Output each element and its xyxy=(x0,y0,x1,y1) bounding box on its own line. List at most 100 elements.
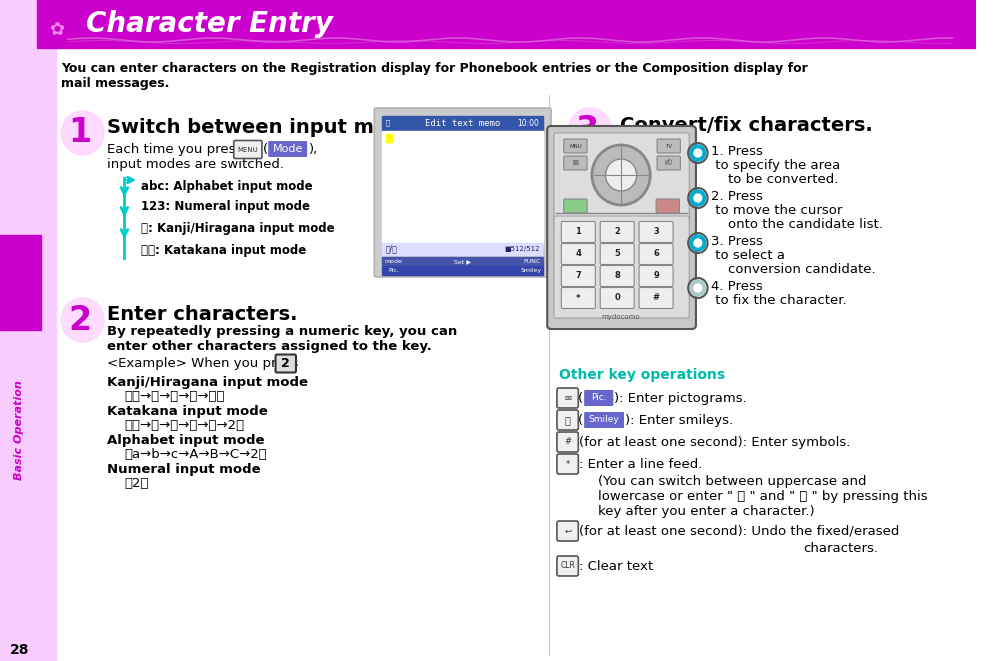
Text: Smiley: Smiley xyxy=(588,416,619,424)
FancyBboxPatch shape xyxy=(639,243,672,264)
Text: ✿: ✿ xyxy=(49,21,64,39)
Text: enter other characters assigned to the key.: enter other characters assigned to the k… xyxy=(106,340,431,353)
Text: Edit text memo: Edit text memo xyxy=(424,118,499,128)
FancyBboxPatch shape xyxy=(557,556,578,576)
Bar xyxy=(385,134,391,142)
Text: Numeral input mode: Numeral input mode xyxy=(106,463,261,476)
FancyBboxPatch shape xyxy=(561,266,595,286)
Bar xyxy=(381,243,543,256)
Text: 1. Press: 1. Press xyxy=(711,145,767,158)
Text: ↩: ↩ xyxy=(564,527,571,535)
Text: mail messages.: mail messages. xyxy=(61,77,170,90)
Text: (for at least one second): Undo the fixed/erased: (for at least one second): Undo the fixe… xyxy=(579,525,899,538)
FancyBboxPatch shape xyxy=(655,199,679,213)
FancyBboxPatch shape xyxy=(275,354,296,373)
FancyBboxPatch shape xyxy=(639,266,672,286)
Text: Smiley: Smiley xyxy=(521,268,542,273)
FancyBboxPatch shape xyxy=(600,288,634,309)
Text: Switch between input modes.: Switch between input modes. xyxy=(106,118,433,137)
Text: *: * xyxy=(576,293,580,303)
FancyBboxPatch shape xyxy=(561,221,595,243)
Text: 3: 3 xyxy=(575,114,598,147)
Text: #: # xyxy=(564,438,571,446)
Text: Basic Operation: Basic Operation xyxy=(14,380,24,480)
FancyBboxPatch shape xyxy=(557,454,578,474)
Text: (: ( xyxy=(578,414,583,427)
Text: 2: 2 xyxy=(614,227,620,237)
Text: MENU: MENU xyxy=(238,147,258,153)
Text: conversion candidate.: conversion candidate. xyxy=(711,263,876,276)
Text: (for at least one second): Enter symbols.: (for at least one second): Enter symbols… xyxy=(579,436,850,449)
Text: (You can switch between uppercase and: (You can switch between uppercase and xyxy=(597,475,866,488)
Text: MNU: MNU xyxy=(569,143,581,149)
Text: 0: 0 xyxy=(614,293,620,303)
Text: *: * xyxy=(565,459,569,469)
Text: Pic.: Pic. xyxy=(591,393,606,403)
Text: : Enter a line feed.: : Enter a line feed. xyxy=(579,458,702,471)
Circle shape xyxy=(61,298,104,342)
Bar xyxy=(381,131,543,243)
FancyBboxPatch shape xyxy=(554,216,688,318)
Text: 2: 2 xyxy=(281,357,290,370)
Circle shape xyxy=(689,235,705,251)
Bar xyxy=(601,143,640,157)
Text: #: # xyxy=(652,293,659,303)
Bar xyxy=(37,0,975,48)
Text: By repeatedly pressing a numeric key, you can: By repeatedly pressing a numeric key, yo… xyxy=(106,325,456,338)
Text: mode: mode xyxy=(384,259,402,264)
FancyBboxPatch shape xyxy=(557,388,578,408)
Text: 1: 1 xyxy=(575,227,581,237)
Text: 📶: 📶 xyxy=(385,120,390,126)
Text: Katakana input mode: Katakana input mode xyxy=(106,405,268,418)
FancyBboxPatch shape xyxy=(563,139,587,153)
FancyBboxPatch shape xyxy=(563,199,587,213)
Bar xyxy=(0,235,41,330)
Circle shape xyxy=(592,145,650,205)
Text: : Clear text: : Clear text xyxy=(579,560,653,573)
Circle shape xyxy=(605,159,636,191)
Text: ■512/512: ■512/512 xyxy=(504,246,539,252)
Text: key after you enter a character.): key after you enter a character.) xyxy=(597,505,813,518)
Text: 「2」: 「2」 xyxy=(124,477,148,490)
Text: onto the candidate list.: onto the candidate list. xyxy=(711,218,883,231)
FancyBboxPatch shape xyxy=(563,156,587,170)
Text: to move the cursor: to move the cursor xyxy=(711,204,842,217)
Bar xyxy=(0,0,56,661)
Text: characters.: characters. xyxy=(802,542,877,555)
Text: かつ: Katakana input mode: かつ: Katakana input mode xyxy=(140,244,306,257)
Text: 3: 3 xyxy=(653,227,658,237)
FancyBboxPatch shape xyxy=(600,221,634,243)
Text: 6: 6 xyxy=(653,249,658,258)
Text: 2. Press: 2. Press xyxy=(711,190,767,203)
Text: to be converted.: to be converted. xyxy=(711,173,839,186)
Text: 4. Press: 4. Press xyxy=(711,280,766,293)
Text: 「a→b→c→A→B→C→2」: 「a→b→c→A→B→C→2」 xyxy=(124,448,267,461)
Bar xyxy=(381,257,543,266)
Text: Other key operations: Other key operations xyxy=(559,368,724,382)
Circle shape xyxy=(693,239,701,247)
Text: <Example> When you press: <Example> When you press xyxy=(106,357,302,370)
FancyBboxPatch shape xyxy=(656,139,680,153)
Circle shape xyxy=(693,284,701,292)
Text: ✉: ✉ xyxy=(572,160,578,166)
FancyBboxPatch shape xyxy=(554,133,688,227)
Circle shape xyxy=(693,149,701,157)
Text: to specify the area: to specify the area xyxy=(711,159,840,172)
Text: ),: ), xyxy=(309,143,318,156)
Text: FUNC: FUNC xyxy=(523,259,540,264)
FancyBboxPatch shape xyxy=(557,410,578,430)
FancyBboxPatch shape xyxy=(561,288,595,309)
Text: TV: TV xyxy=(665,143,672,149)
FancyBboxPatch shape xyxy=(600,266,634,286)
Text: 8: 8 xyxy=(614,272,620,280)
Text: 123: Numeral input mode: 123: Numeral input mode xyxy=(140,200,310,213)
Text: 1: 1 xyxy=(68,116,91,149)
Text: 「カ→キ→ク→ケ→コ→2」: 「カ→キ→ク→ケ→コ→2」 xyxy=(124,419,245,432)
Text: Mode: Mode xyxy=(272,144,303,154)
Text: Set ▶: Set ▶ xyxy=(453,259,470,264)
FancyBboxPatch shape xyxy=(234,141,262,159)
Text: Kanji/Hiragana input mode: Kanji/Hiragana input mode xyxy=(106,376,308,389)
Circle shape xyxy=(689,190,705,206)
Text: 5: 5 xyxy=(614,249,620,258)
Text: 3. Press: 3. Press xyxy=(711,235,767,248)
